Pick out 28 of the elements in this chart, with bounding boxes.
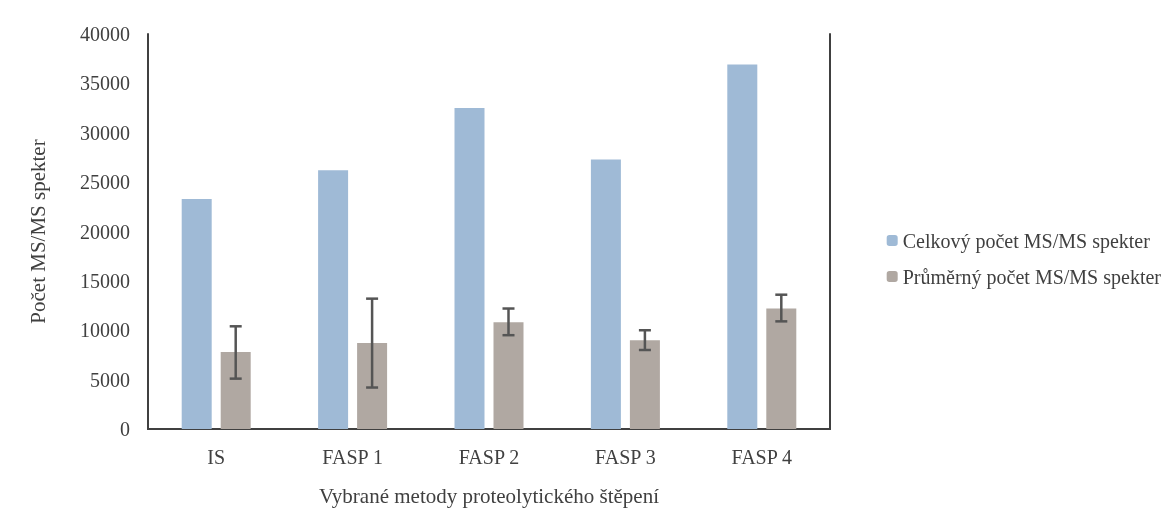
y-tick-label: 15000	[80, 269, 130, 292]
bar	[181, 198, 212, 429]
bar	[220, 351, 251, 429]
y-tick-label: 40000	[80, 23, 130, 45]
x-axis-title: Vybrané metody proteolytického štěpení	[319, 483, 660, 508]
bar	[727, 64, 758, 429]
bar	[590, 159, 621, 429]
bar	[454, 108, 485, 429]
legend-label: Celkový počet MS/MS spekter	[902, 229, 1151, 253]
y-tick-label: 35000	[80, 72, 130, 95]
y-tick-label: 0	[120, 418, 130, 440]
legend-label: Průměrný počet MS/MS spekter	[902, 265, 1162, 289]
y-tick-label: 10000	[80, 319, 130, 342]
bar	[318, 170, 349, 429]
bar	[629, 340, 660, 429]
x-tick-label: FASP 2	[458, 446, 520, 468]
bar	[766, 308, 797, 429]
bar	[357, 343, 388, 429]
y-tick-label: 30000	[80, 121, 130, 144]
y-axis-title: Počet MS/MS spekter	[25, 139, 50, 324]
y-tick-label: 5000	[90, 368, 130, 391]
x-tick-label: IS	[207, 446, 226, 468]
y-tick-label: 25000	[80, 171, 130, 194]
y-tick-label: 20000	[80, 220, 130, 243]
bar	[493, 322, 524, 429]
x-tick-label: FASP 3	[595, 446, 656, 468]
x-tick-label: FASP 4	[731, 446, 793, 468]
x-tick-label: FASP 1	[322, 446, 383, 468]
